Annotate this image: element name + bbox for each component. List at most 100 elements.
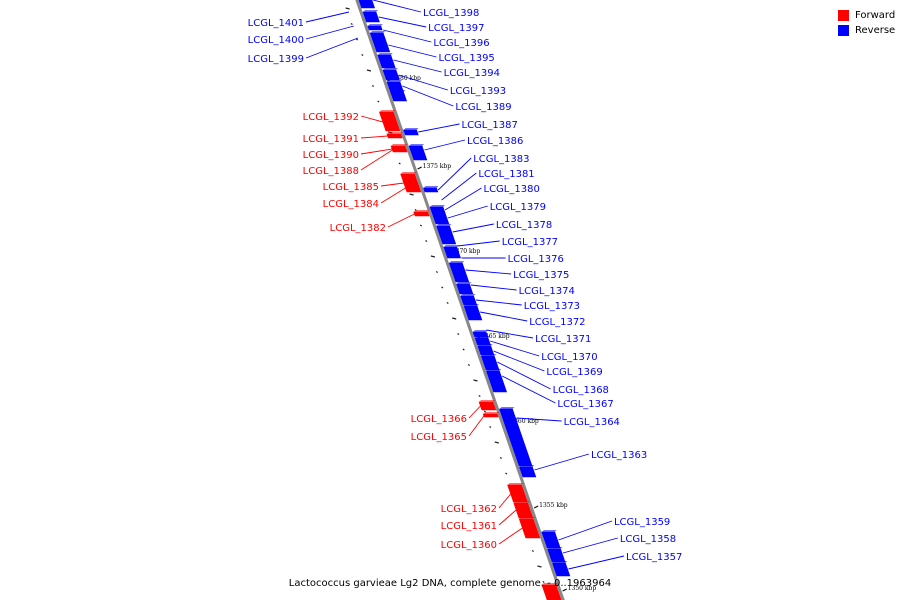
minor-tick	[483, 410, 486, 413]
gene-feature	[513, 501, 534, 519]
svg-text:LCGL_1387: LCGL_1387	[462, 120, 518, 131]
gene-label[interactable]: LCGL_1370	[489, 340, 598, 363]
scale-label: 1365 kbp	[481, 333, 510, 340]
gene-feature	[463, 304, 483, 321]
gene-label[interactable]: LCGL_1369	[493, 350, 603, 378]
minor-tick	[377, 100, 380, 103]
minor-tick	[398, 162, 401, 165]
gene-feature	[413, 210, 430, 217]
legend: Forward Reverse	[838, 8, 898, 38]
minor-tick	[494, 441, 499, 444]
svg-text:LCGL_1369: LCGL_1369	[546, 367, 602, 378]
gene-label[interactable]: LCGL_1398	[372, 0, 479, 19]
gene-label[interactable]: LCGL_1366	[411, 405, 481, 425]
svg-text:LCGL_1378: LCGL_1378	[496, 220, 552, 231]
gene-label[interactable]: LCGL_1399	[248, 37, 359, 65]
gene-label[interactable]: LCGL_1390	[303, 148, 393, 161]
minor-tick	[489, 426, 492, 428]
gene-feature	[547, 547, 566, 563]
gene-label[interactable]: LCGL_1393	[398, 74, 506, 97]
legend-forward: Forward	[838, 8, 898, 23]
gene-label[interactable]: LCGL_1364	[516, 417, 620, 428]
minor-tick	[435, 271, 439, 273]
gene-label[interactable]: LCGL_1378	[452, 220, 553, 233]
gene-label[interactable]: LCGL_1375	[465, 269, 570, 281]
minor-tick	[350, 23, 353, 25]
gene-label[interactable]: LCGL_1397	[378, 16, 485, 34]
gene-label[interactable]: LCGL_1365	[411, 415, 485, 443]
gene-label[interactable]: LCGL_1400	[248, 25, 354, 46]
svg-text:LCGL_1390: LCGL_1390	[303, 150, 359, 161]
gene-feature	[477, 344, 495, 356]
gene-label[interactable]: LCGL_1357	[568, 552, 682, 570]
minor-tick	[499, 457, 502, 459]
gene-label[interactable]: LCGL_1379	[447, 202, 546, 219]
gene-label[interactable]: LCGL_1387	[418, 120, 518, 133]
gene-label[interactable]: LCGL_1396	[383, 29, 490, 49]
gene-label[interactable]: LCGL_1394	[393, 59, 500, 79]
gene-label[interactable]: LCGL_1373	[475, 299, 580, 312]
genome-caption: Lactococcus garvieae Lg2 DNA, complete g…	[288, 578, 612, 589]
gene-label[interactable]: LCGL_1384	[323, 187, 406, 210]
svg-text:LCGL_1401: LCGL_1401	[248, 18, 304, 29]
svg-text:LCGL_1392: LCGL_1392	[303, 112, 359, 123]
gene-label[interactable]: LCGL_1371	[486, 329, 591, 345]
gene-label[interactable]: LCGL_1363	[534, 450, 647, 471]
gene-feature	[369, 31, 391, 53]
gene-label[interactable]: LCGL_1362	[441, 493, 512, 515]
gene-feature	[386, 132, 403, 139]
svg-text:LCGL_1359: LCGL_1359	[614, 517, 670, 528]
svg-text:LCGL_1382: LCGL_1382	[330, 223, 386, 234]
svg-text:LCGL_1367: LCGL_1367	[557, 399, 613, 410]
gene-label[interactable]: LCGL_1385	[323, 182, 404, 193]
gene-label[interactable]: LCGL_1376	[461, 254, 564, 265]
svg-text:LCGL_1358: LCGL_1358	[620, 534, 676, 545]
gene-label[interactable]: LCGL_1377	[457, 237, 558, 248]
gene-label[interactable]: LCGL_1382	[330, 213, 415, 234]
gene-label[interactable]: LCGL_1372	[480, 311, 586, 328]
gene-label[interactable]: LCGL_1374	[470, 284, 575, 297]
scale-label: 1375 kbp	[423, 163, 452, 170]
svg-text:LCGL_1364: LCGL_1364	[564, 417, 620, 428]
gene-feature	[551, 561, 571, 577]
gene-feature	[429, 205, 450, 225]
gene-feature	[400, 172, 422, 193]
gene-label[interactable]: LCGL_1388	[303, 149, 393, 177]
svg-text:LCGL_1395: LCGL_1395	[438, 53, 494, 64]
gene-label[interactable]: LCGL_1386	[424, 136, 523, 151]
gene-feature	[499, 407, 533, 467]
svg-text:LCGL_1384: LCGL_1384	[323, 199, 379, 210]
gene-label[interactable]: LCGL_1389	[402, 85, 512, 113]
svg-text:LCGL_1380: LCGL_1380	[484, 184, 540, 195]
svg-text:LCGL_1368: LCGL_1368	[553, 385, 609, 396]
gene-label[interactable]: LCGL_1358	[562, 534, 676, 554]
minor-tick	[537, 565, 542, 568]
minor-tick	[452, 317, 457, 320]
gene-feature	[456, 282, 474, 295]
gene-label[interactable]: LCGL_1361	[441, 509, 517, 532]
gene-feature	[507, 483, 528, 503]
gene-label[interactable]: LCGL_1392	[303, 112, 383, 123]
gene-feature	[403, 128, 419, 136]
gene-label[interactable]: LCGL_1391	[303, 134, 388, 145]
gene-label[interactable]: LCGL_1360	[441, 527, 523, 551]
gene-label[interactable]: LCGL_1383	[437, 154, 530, 191]
gene-label[interactable]: LCGL_1359	[558, 517, 671, 541]
gene-label[interactable]: LCGL_1368	[497, 361, 609, 396]
svg-text:LCGL_1400: LCGL_1400	[248, 35, 304, 46]
gene-label[interactable]: LCGL_1401	[248, 11, 350, 29]
svg-text:LCGL_1357: LCGL_1357	[626, 552, 682, 563]
scale-tick	[417, 166, 422, 170]
gene-label[interactable]: LCGL_1367	[501, 375, 614, 410]
gene-feature	[478, 400, 497, 411]
gene-label[interactable]: LCGL_1381	[441, 169, 535, 201]
gene-label[interactable]: LCGL_1395	[388, 44, 495, 64]
svg-text:LCGL_1363: LCGL_1363	[591, 450, 647, 461]
gene-feature	[378, 110, 401, 132]
scale-tick	[533, 505, 539, 509]
minor-tick	[355, 38, 359, 41]
reverse-label: Reverse	[855, 25, 896, 36]
svg-text:LCGL_1398: LCGL_1398	[423, 8, 479, 19]
gene-label[interactable]: LCGL_1380	[444, 184, 540, 211]
scale-label: 1355 kbp	[539, 502, 568, 509]
